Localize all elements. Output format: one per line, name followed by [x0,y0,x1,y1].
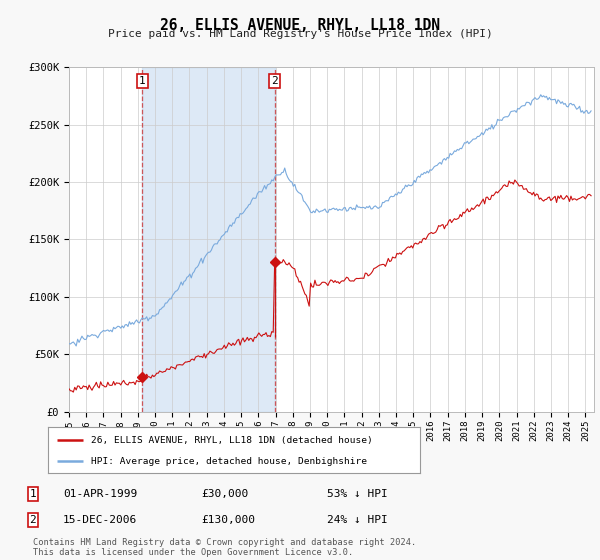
Text: 26, ELLIS AVENUE, RHYL, LL18 1DN: 26, ELLIS AVENUE, RHYL, LL18 1DN [160,18,440,33]
Text: 01-APR-1999: 01-APR-1999 [63,489,137,500]
Text: 26, ELLIS AVENUE, RHYL, LL18 1DN (detached house): 26, ELLIS AVENUE, RHYL, LL18 1DN (detach… [91,436,373,445]
Text: 1: 1 [139,76,146,86]
Bar [142,67,275,412]
Text: 2: 2 [271,76,278,86]
Text: 53% ↓ HPI: 53% ↓ HPI [327,489,388,500]
Text: Price paid vs. HM Land Registry's House Price Index (HPI): Price paid vs. HM Land Registry's House … [107,29,493,39]
Text: HPI: Average price, detached house, Denbighshire: HPI: Average price, detached house, Denb… [91,457,367,466]
Text: £30,000: £30,000 [201,489,248,500]
Text: 15-DEC-2006: 15-DEC-2006 [63,515,137,525]
Text: £130,000: £130,000 [201,515,255,525]
Text: 1: 1 [29,489,37,500]
Text: 24% ↓ HPI: 24% ↓ HPI [327,515,388,525]
Text: Contains HM Land Registry data © Crown copyright and database right 2024.
This d: Contains HM Land Registry data © Crown c… [33,538,416,557]
Text: 2: 2 [29,515,37,525]
